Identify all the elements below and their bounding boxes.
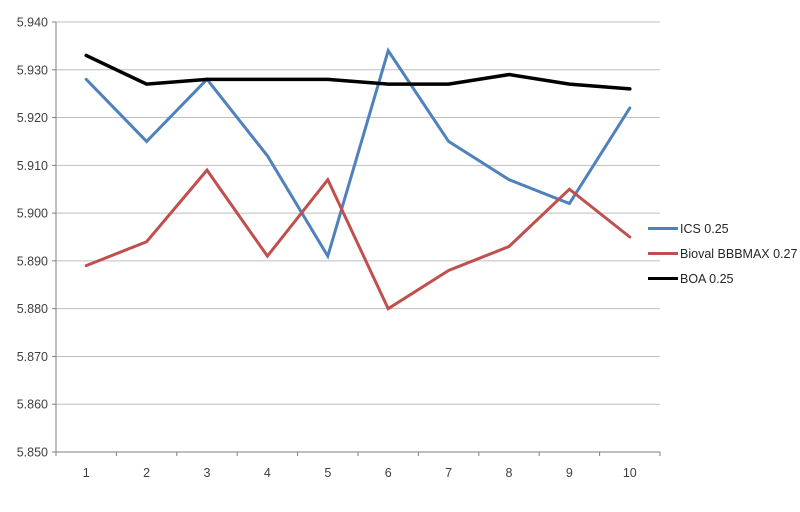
x-axis-label: 8 [506,466,513,480]
y-axis-label: 5.920 [17,111,48,125]
y-axis-label: 5.890 [17,254,48,268]
x-axis-label: 9 [566,466,573,480]
x-axis-label: 4 [264,466,271,480]
x-axis-label: 6 [385,466,392,480]
legend-label-ics: ICS 0.25 [680,221,729,236]
y-axis-label: 5.850 [17,446,48,460]
legend-label-boa: BOA 0.25 [680,271,734,286]
series-line-bioval-bbbmax-0-27 [84,167,632,311]
x-axis-label: 5 [324,466,331,480]
legend-label-bioval: Bioval BBBMAX 0.27 [680,246,798,261]
legend-line-sample-boa [648,277,678,280]
legend-line-sample-ics [648,227,678,230]
series-line-ics-0-25 [84,47,632,260]
y-axis-label: 5.940 [17,16,48,30]
legend-item-boa: BOA 0.25 [648,266,797,291]
y-axis-label: 5.880 [17,302,48,316]
y-axis-label: 5.870 [17,350,48,364]
legend-item-bioval: Bioval BBBMAX 0.27 [648,241,797,266]
series-line-boa-0-25 [84,53,632,91]
x-axis-label: 7 [445,466,452,480]
y-axis-label: 5.930 [17,63,48,77]
y-axis-label: 5.900 [17,207,48,221]
legend: ICS 0.25 Bioval BBBMAX 0.27 BOA 0.25 [648,216,797,291]
y-axis-label: 5.910 [17,159,48,173]
x-axis-label: 3 [204,466,211,480]
x-axis-label: 2 [143,466,150,480]
legend-line-sample-bioval [648,252,678,255]
legend-item-ics: ICS 0.25 [648,216,797,241]
x-axis-label: 1 [83,466,90,480]
x-axis-label: 10 [623,466,637,480]
y-axis-label: 5.860 [17,398,48,412]
